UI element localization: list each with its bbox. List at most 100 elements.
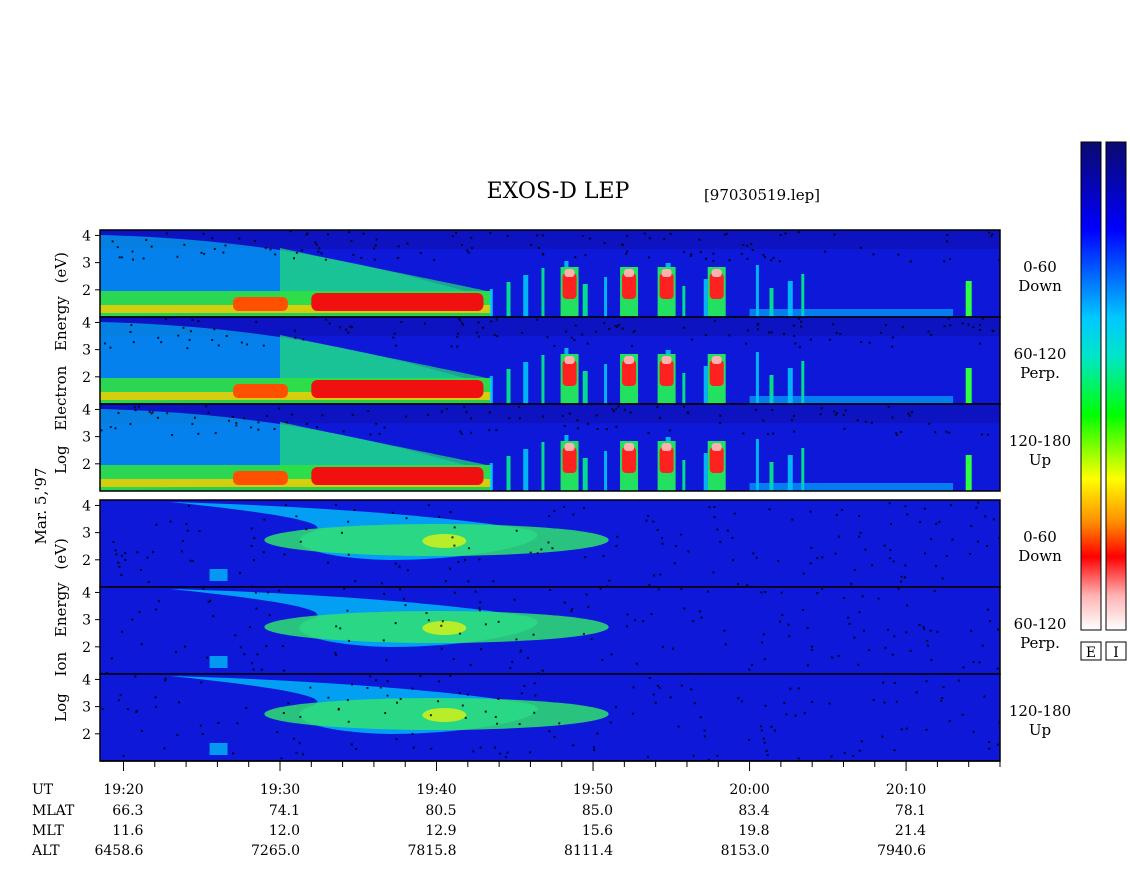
y-tick: 2 xyxy=(82,457,100,473)
pitch-angle-labels: 0-60Down60-120Perp.120-180Up0-60Down60-1… xyxy=(1009,258,1071,739)
pitch-direction: Up xyxy=(1029,451,1051,469)
pitch-angle-range: 120-180 xyxy=(1009,432,1071,450)
pitch-angle-range: 0-60 xyxy=(1023,528,1057,546)
y-tick: 4 xyxy=(82,228,100,244)
ephemeris-value-alt: 6458.6 xyxy=(94,843,143,859)
ephemeris-value-ut: 19:40 xyxy=(416,782,456,798)
y-tick: 2 xyxy=(82,640,100,656)
y-tick-label: 2 xyxy=(82,640,91,656)
pitch-direction: Down xyxy=(1018,547,1062,565)
y-tick-label: 4 xyxy=(82,498,91,514)
colorbar-label-e: E xyxy=(1086,645,1096,661)
pitch-direction: Perp. xyxy=(1020,634,1060,652)
ephemeris-value-mlat: 80.5 xyxy=(425,803,456,819)
ion-panel-1 xyxy=(99,499,1001,588)
y-tick-label: 3 xyxy=(82,256,91,272)
y-tick-label: 4 xyxy=(82,402,91,418)
ephemeris-value-mlt: 21.4 xyxy=(895,823,926,839)
ephemeris-value-mlt: 11.6 xyxy=(112,823,143,839)
pitch-angle-range: 120-180 xyxy=(1009,702,1071,720)
ephemeris-value-alt: 8153.0 xyxy=(721,843,770,859)
ephemeris-value-mlat: 66.3 xyxy=(112,803,143,819)
pitch-angle-range: 60-120 xyxy=(1014,615,1067,633)
ephemeris-value-ut: 19:20 xyxy=(103,782,143,798)
ephemeris-value-alt: 7940.6 xyxy=(877,843,926,859)
y-tick-label: 2 xyxy=(82,370,91,386)
electron-ylabel: Log Electron Energy (eV) xyxy=(52,252,70,474)
y-tick: 4 xyxy=(82,498,100,514)
ephemeris-value-mlt: 12.0 xyxy=(269,823,300,839)
ephemeris-value-ut: 19:30 xyxy=(260,782,300,798)
y-tick: 2 xyxy=(82,553,100,569)
y-tick-label: 2 xyxy=(82,457,91,473)
ephemeris-row-label: MLT xyxy=(32,823,64,839)
ephemeris-value-mlat: 78.1 xyxy=(895,803,926,819)
y-tick: 3 xyxy=(82,526,100,542)
y-tick: 4 xyxy=(82,672,100,688)
y-tick-label: 2 xyxy=(82,283,91,299)
y-tick-label: 4 xyxy=(82,672,91,688)
y-tick: 4 xyxy=(82,585,100,601)
y-tick: 2 xyxy=(82,370,100,386)
y-tick-label: 3 xyxy=(82,343,91,359)
y-tick-label: 2 xyxy=(82,727,91,743)
ephemeris-value-mlt: 19.8 xyxy=(738,823,769,839)
ephemeris-value-alt: 7815.8 xyxy=(408,843,457,859)
y-ticks: 4 3 2 4 3 2 4 3 2 4 3 2 4 3 2 4 3 2 xyxy=(82,228,100,743)
colorbar-label-i: I xyxy=(1113,645,1119,661)
y-tick-label: 4 xyxy=(82,585,91,601)
chart-subtitle: [97030519.lep] xyxy=(704,186,820,204)
y-tick: 2 xyxy=(82,283,100,299)
y-tick: 2 xyxy=(82,727,100,743)
ion-ylabel: Log Ion Energy (eV) xyxy=(52,538,70,722)
y-tick: 4 xyxy=(82,402,100,418)
pitch-angle-range: 0-60 xyxy=(1023,258,1057,276)
ion-panel-3 xyxy=(99,673,1001,762)
ephemeris-row-label: ALT xyxy=(31,843,60,859)
ephemeris-value-ut: 20:10 xyxy=(886,782,926,798)
ephemeris-value-alt: 8111.4 xyxy=(564,843,613,859)
y-tick-label: 2 xyxy=(82,553,91,569)
ion-panel-2 xyxy=(99,586,1001,675)
y-tick-label: 3 xyxy=(82,430,91,446)
electron-panel-2 xyxy=(99,316,1001,405)
pitch-angle-range: 60-120 xyxy=(1014,345,1067,363)
electron-panel-1 xyxy=(99,229,1001,318)
y-tick-label: 3 xyxy=(82,613,91,629)
y-tick: 3 xyxy=(82,613,100,629)
ephemeris-row-label: MLAT xyxy=(32,803,75,819)
ephemeris-table: UT 19:20 19:30 19:40 19:50 20:00 20:10 MLAT 66.3… xyxy=(31,782,926,859)
ephemeris-value-ut: 20:00 xyxy=(729,782,769,798)
y-tick-label: 4 xyxy=(82,315,91,331)
pitch-direction: Down xyxy=(1018,277,1062,295)
colorbar-ion xyxy=(1105,141,1127,631)
y-tick: 3 xyxy=(82,430,100,446)
y-tick: 3 xyxy=(82,343,100,359)
y-tick: 4 xyxy=(82,315,100,331)
color-scale: E I xyxy=(1080,141,1127,661)
ephemeris-value-mlt: 12.9 xyxy=(425,823,456,839)
chart-title: EXOS-D LEP xyxy=(487,179,630,204)
spectrogram-panels xyxy=(99,229,1001,762)
ephemeris-value-mlt: 15.6 xyxy=(582,823,613,839)
pitch-direction: Perp. xyxy=(1020,364,1060,382)
ephemeris-value-mlat: 85.0 xyxy=(582,803,613,819)
y-tick: 3 xyxy=(82,256,100,272)
pitch-direction: Up xyxy=(1029,721,1051,739)
electron-panel-3 xyxy=(99,403,1001,492)
date-label: Mar. 5,'97 xyxy=(32,468,50,545)
ephemeris-value-ut: 19:50 xyxy=(573,782,613,798)
y-tick-label: 3 xyxy=(82,700,91,716)
y-tick: 3 xyxy=(82,700,100,716)
colorbar-electron xyxy=(1080,141,1102,631)
ephemeris-value-alt: 7265.0 xyxy=(251,843,300,859)
y-tick-label: 4 xyxy=(82,228,91,244)
y-tick-label: 3 xyxy=(82,526,91,542)
